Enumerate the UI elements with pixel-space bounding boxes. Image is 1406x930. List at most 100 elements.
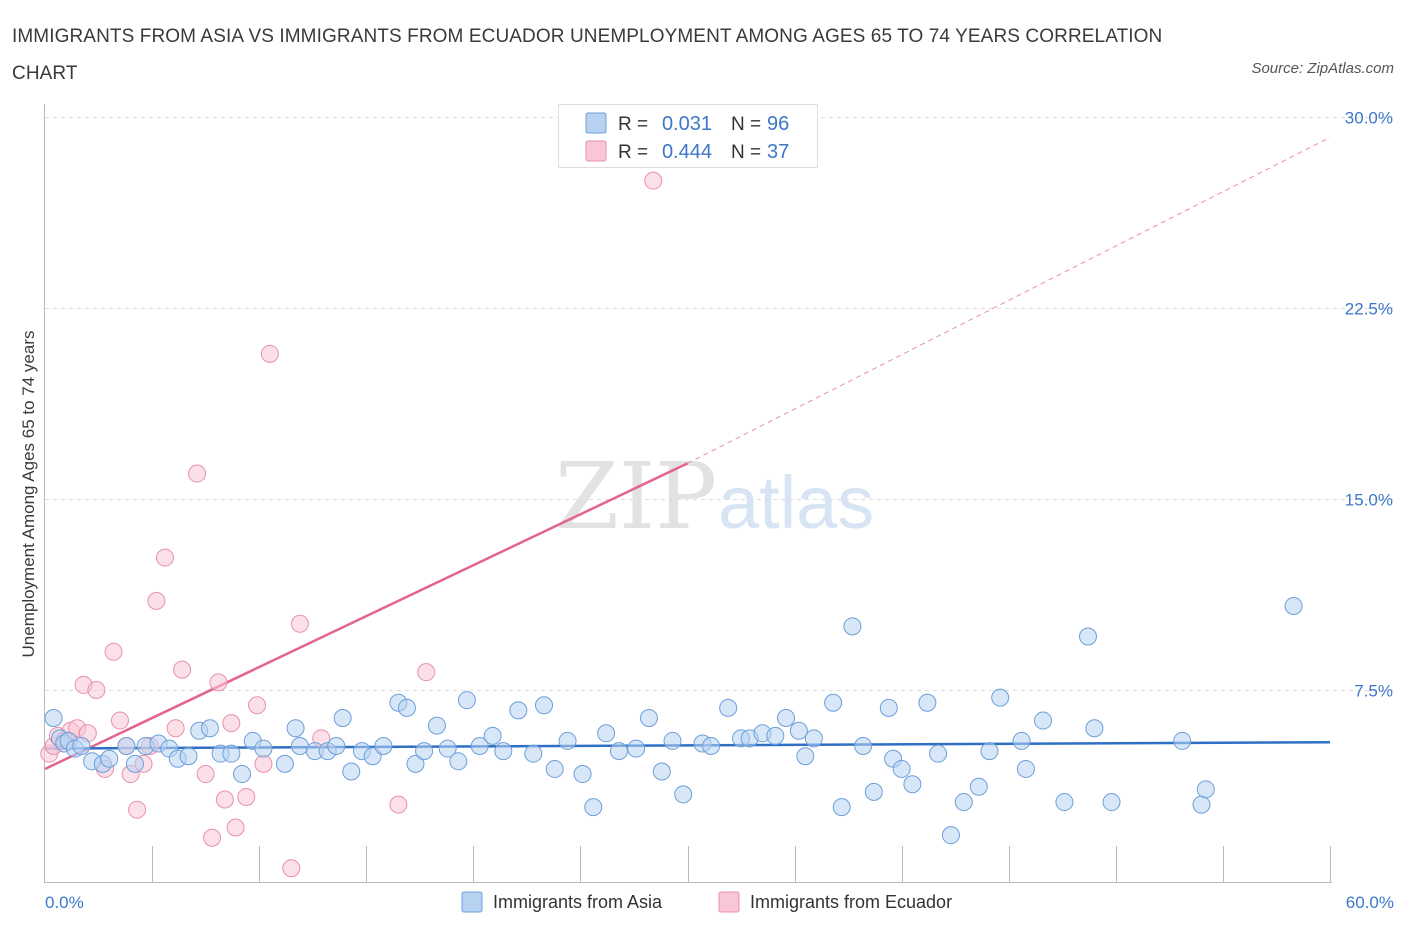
y-tick-label: 7.5% [1354,682,1393,701]
ecuador-point [282,859,301,878]
ecuador-trend-line-extended [687,136,1331,464]
asia-points [44,596,1303,845]
x-tick-label-max: 60.0% [1346,893,1394,912]
ecuador-point [209,673,228,692]
x-ticks [152,846,1331,882]
asia-point [254,739,273,758]
asia-point [903,775,922,794]
asia-point [449,752,468,771]
asia-point [639,709,658,728]
y-tick-labels: 7.5% 15.0% 22.5% 30.0% [1345,109,1393,701]
legend-top: R = 0.031 N = 96 R = 0.444 N = 37 [558,104,818,168]
asia-point [545,759,564,778]
ecuador-point [226,818,245,837]
ecuador-point [203,828,222,847]
asia-point [100,749,119,768]
chart-title: IMMIGRANTS FROM ASIA VS IMMIGRANTS FROM … [12,26,1163,84]
asia-point [509,701,528,720]
asia-point [1016,759,1035,778]
asia-point [1078,627,1097,646]
asia-point [609,742,628,761]
asia-point [233,765,252,784]
legend-ecuador-r-label: R = [618,142,648,163]
asia-point [200,719,219,738]
asia-point [494,742,513,761]
asia-point [991,688,1010,707]
legend-asia-n-label: N = [731,114,761,135]
ecuador-point [173,660,192,679]
legend-bottom-asia-label: Immigrants from Asia [493,892,663,912]
asia-point [796,747,815,766]
asia-point [824,693,843,712]
y-tick-label: 22.5% [1345,300,1393,319]
ecuador-point [196,765,215,784]
y-tick-label: 30.0% [1345,109,1393,128]
source-credit: Source: ZipAtlas.com [1251,60,1394,77]
asia-point [674,785,693,804]
ecuador-point [389,795,408,814]
gridlines [45,117,1394,691]
asia-point [843,617,862,636]
asia-point [374,737,393,756]
x-tick-label-min: 0.0% [45,893,84,912]
asia-point [777,709,796,728]
ecuador-point [237,787,256,806]
asia-point [72,737,91,756]
legend-asia-n-value: 96 [767,113,789,135]
ecuador-point [248,696,267,715]
legend-bottom-asia-swatch [461,891,483,913]
asia-point [427,716,446,735]
asia-point [44,709,63,728]
legend-ecuador-n-label: N = [731,142,761,163]
asia-point [719,698,738,717]
legend-asia-r-label: R = [618,114,648,135]
asia-point [702,737,721,756]
asia-point [275,754,294,773]
ecuador-point [147,591,166,610]
asia-point [864,782,883,801]
asia-point [1192,795,1211,814]
ecuador-point [290,614,309,633]
ecuador-point [87,681,106,699]
asia-point [597,724,616,743]
asia-point [125,754,144,773]
legend-bottom-ecuador-label: Immigrants from Ecuador [750,892,952,912]
asia-point [1284,596,1303,615]
asia-point [457,691,476,710]
asia-point [524,744,543,763]
asia-point [1012,731,1031,750]
legend-ecuador-n-value: 37 [767,141,789,163]
asia-point [663,731,682,750]
asia-point [1085,719,1104,738]
ecuador-point [188,464,207,483]
legend-ecuador-swatch [585,140,607,162]
legend-bottom: Immigrants from Asia Immigrants from Ecu… [461,891,952,913]
asia-point [879,698,898,717]
watermark-atlas: atlas [718,461,874,544]
asia-point [627,739,646,758]
asia-point [406,754,425,773]
asia-point [179,747,198,766]
ecuador-point [644,171,663,190]
asia-point [397,698,416,717]
asia-point [954,793,973,812]
asia-point [969,777,988,796]
asia-point [483,726,502,745]
asia-point [222,744,241,763]
asia-point [438,739,457,758]
asia-point [1173,731,1192,750]
asia-point [470,737,489,756]
asia-point [941,826,960,845]
legend-bottom-ecuador-swatch [718,891,740,913]
asia-point [286,719,305,738]
asia-point [832,798,851,817]
watermark-zip: ZIP [555,443,717,550]
asia-point [1055,793,1074,812]
legend-ecuador-r-value: 0.444 [662,141,712,163]
asia-point [415,742,434,761]
asia-point [1102,793,1121,812]
ecuador-point [260,344,279,363]
asia-point [918,693,937,712]
y-axis-label: Unemployment Among Ages 65 to 74 years [19,331,38,658]
